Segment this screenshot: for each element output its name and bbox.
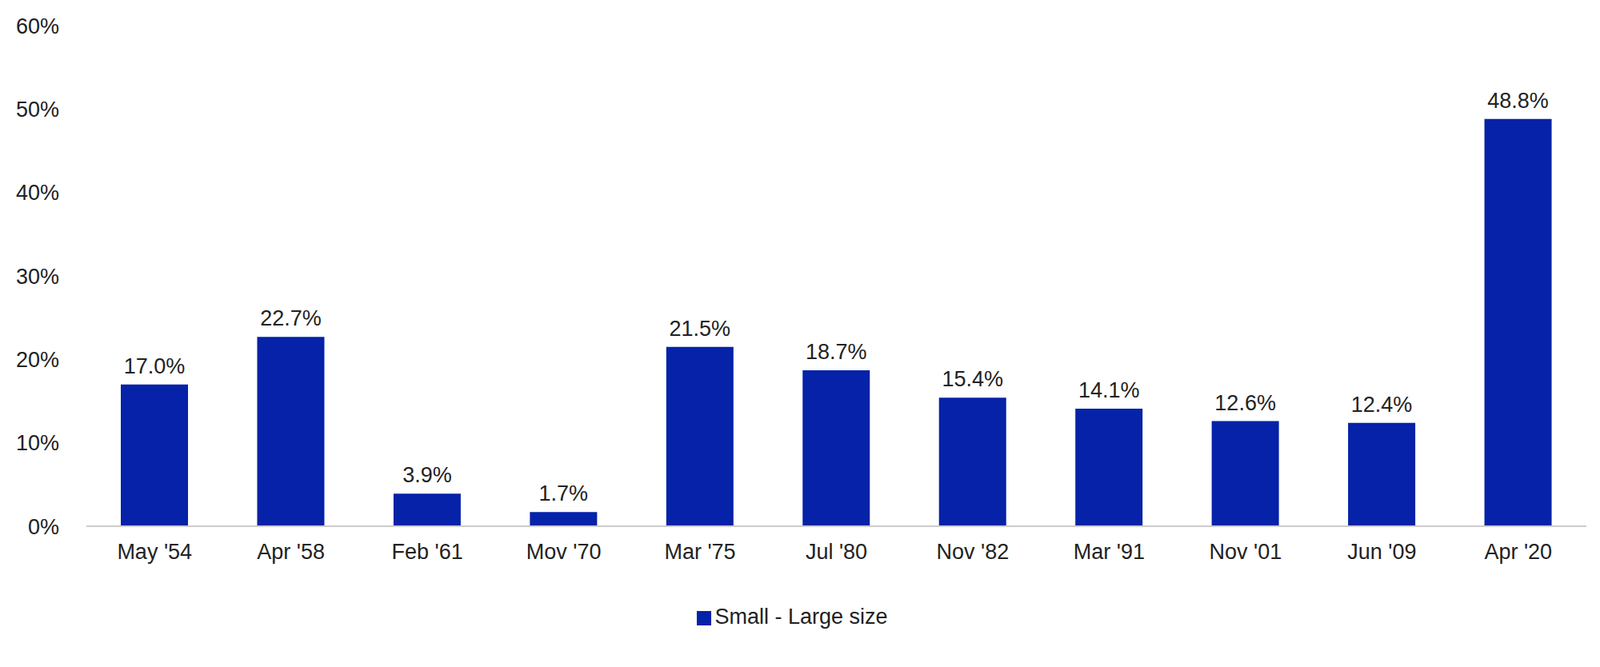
svg-text:17.0%: 17.0% (124, 354, 186, 379)
svg-text:12.4%: 12.4% (1351, 392, 1413, 417)
svg-text:1.7%: 1.7% (539, 481, 589, 506)
svg-text:May '54: May '54 (116, 540, 192, 564)
svg-text:Feb '61: Feb '61 (392, 540, 464, 564)
svg-text:Mar '75: Mar '75 (664, 540, 736, 564)
svg-text:12.6%: 12.6% (1214, 391, 1276, 416)
svg-text:Apr '20: Apr '20 (1484, 540, 1552, 564)
svg-text:Mov '70: Mov '70 (526, 540, 602, 564)
svg-text:60%: 60% (16, 14, 60, 39)
svg-text:10%: 10% (16, 431, 60, 456)
svg-text:22.7%: 22.7% (260, 306, 322, 331)
svg-text:20%: 20% (16, 348, 60, 372)
svg-text:3.9%: 3.9% (402, 463, 452, 488)
svg-text:48.8%: 48.8% (1487, 88, 1549, 113)
svg-text:Mar '91: Mar '91 (1073, 540, 1145, 564)
html-text:Small - Large size: Small - Large size (714, 604, 888, 629)
svg-text:15.4%: 15.4% (941, 367, 1004, 392)
svg-text:30%: 30% (16, 264, 60, 289)
svg-text:14.1%: 14.1% (1078, 378, 1140, 403)
svg-text:Apr '58: Apr '58 (256, 540, 325, 564)
svg-text:Nov '82: Nov '82 (936, 540, 1010, 564)
svg-text:0%: 0% (28, 515, 60, 540)
svg-text:Nov '01: Nov '01 (1209, 540, 1283, 564)
svg-text:18.7%: 18.7% (805, 340, 868, 364)
svg-text:21.5%: 21.5% (669, 316, 732, 341)
svg-text:50%: 50% (16, 97, 60, 122)
svg-text:40%: 40% (16, 180, 60, 205)
svg-text:Jul '80: Jul '80 (805, 540, 868, 564)
svg-text:Jun '09: Jun '09 (1347, 540, 1416, 564)
